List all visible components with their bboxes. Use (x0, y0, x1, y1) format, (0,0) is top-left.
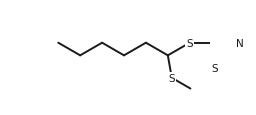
Text: S: S (212, 63, 218, 73)
Text: S: S (186, 38, 193, 48)
Text: S: S (168, 73, 175, 83)
Text: N: N (237, 38, 244, 48)
